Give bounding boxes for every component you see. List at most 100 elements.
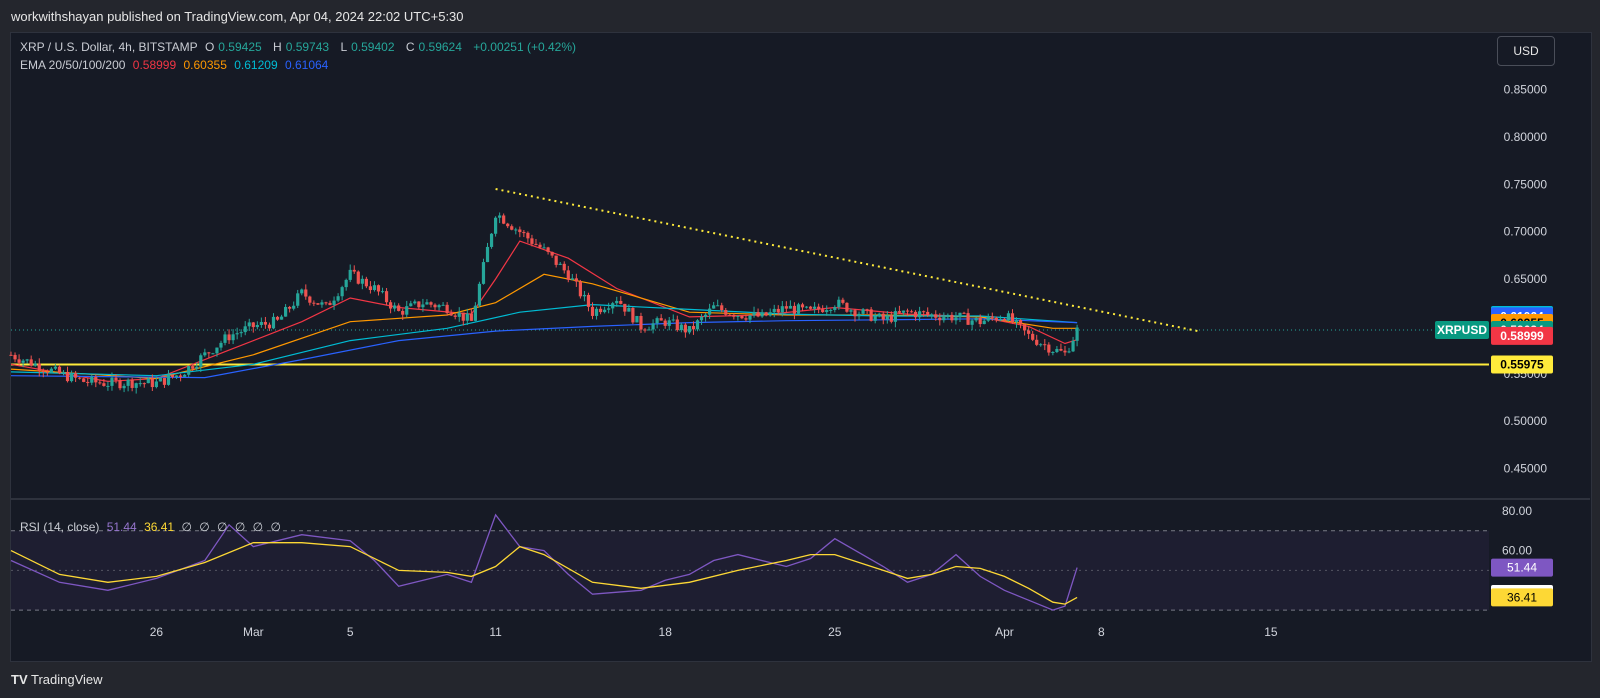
candle-body-222 <box>905 310 910 312</box>
candle-body-58 <box>243 326 247 333</box>
candle-body-83 <box>344 279 348 288</box>
price-axis-tick-7: 0.80000 <box>1504 130 1548 144</box>
candle-body-85 <box>352 269 356 272</box>
candle-body-67 <box>279 316 284 320</box>
ema100-value: 0.61209 <box>234 58 278 72</box>
candle-body-46 <box>195 366 199 369</box>
candle-body-122 <box>502 215 506 224</box>
candle-body-47 <box>199 355 203 367</box>
candle-body-249 <box>1014 319 1019 323</box>
ema-label: EMA 20/50/100/200 <box>20 58 126 72</box>
candle-body-36 <box>154 381 158 388</box>
candle-body-29 <box>126 379 130 386</box>
candle-body-243 <box>990 316 994 318</box>
candle-body-20 <box>90 376 94 383</box>
candle-body-206 <box>841 299 845 303</box>
candle-body-174 <box>712 305 716 309</box>
rsi-label: RSI (14, close) <box>20 520 100 534</box>
candle-body-88 <box>364 278 368 287</box>
candle-body-37 <box>158 377 163 382</box>
candle-body-124 <box>510 226 514 230</box>
candle-body-80 <box>332 300 336 306</box>
candle-body-73 <box>304 289 308 297</box>
candle-body-167 <box>683 324 687 333</box>
symbol-title: XRP / U.S. Dollar, 4h, BITSTAMP <box>20 40 198 54</box>
ema-legend[interactable]: EMA 20/50/100/200 0.58999 0.60355 0.6120… <box>20 58 332 72</box>
candle-body-101 <box>417 301 421 308</box>
price-label-4: 0.58999 <box>1500 329 1544 343</box>
candle-body-157 <box>643 329 647 331</box>
candle-body-202 <box>825 310 829 313</box>
ohlc-low-value: 0.59402 <box>351 40 395 54</box>
candle-body-246 <box>1002 318 1007 321</box>
candle-body-108 <box>445 304 449 314</box>
candle-body-224 <box>913 311 918 318</box>
candle-body-69 <box>288 306 292 309</box>
candle-body-230 <box>938 317 942 321</box>
candle-body-84 <box>348 269 352 280</box>
candle-body-244 <box>994 317 998 321</box>
candle-body-193 <box>788 305 792 309</box>
candle-body-153 <box>627 307 631 312</box>
brand-label: TradingView <box>31 672 103 687</box>
price-axis-tick-1: 0.50000 <box>1504 414 1548 428</box>
candle-body-151 <box>619 300 623 304</box>
candle-body-173 <box>708 308 712 315</box>
candle-body-71 <box>296 293 300 306</box>
candle-body-251 <box>1023 324 1027 331</box>
price-axis-tick-8: 0.85000 <box>1504 82 1548 96</box>
candle-body-22 <box>98 382 102 384</box>
candle-body-55 <box>231 334 235 341</box>
candle-body-13 <box>61 371 66 374</box>
candle-body-62 <box>259 321 263 325</box>
rsi-legend[interactable]: RSI (14, close) 51.44 36.41 ∅ ∅ ∅ ∅ ∅ ∅ <box>20 520 285 534</box>
candle-body-4 <box>25 359 29 361</box>
candle-body-23 <box>102 383 106 386</box>
currency-button[interactable]: USD <box>1497 36 1555 66</box>
candle-body-260 <box>1059 348 1063 351</box>
candle-body-263 <box>1071 340 1075 352</box>
rsi-axis-tick-1: 80.00 <box>1502 504 1532 518</box>
candle-body-175 <box>716 305 720 307</box>
candle-body-233 <box>950 314 954 321</box>
candle-body-109 <box>449 313 453 316</box>
candle-body-42 <box>179 375 183 377</box>
candle-body-231 <box>942 317 946 321</box>
candle-body-141 <box>578 281 582 297</box>
candle-body-14 <box>65 371 70 382</box>
candle-body-59 <box>247 322 251 327</box>
candle-body-34 <box>146 378 150 384</box>
candle-body-12 <box>57 366 62 374</box>
ema-line-1 <box>10 240 1078 383</box>
symbol-tag: XRPUSD <box>1437 323 1487 337</box>
candle-body-135 <box>554 255 558 265</box>
ohlc-high: H 0.59743 <box>273 40 333 54</box>
candle-body-209 <box>853 310 857 317</box>
time-axis-tick-0: 26 <box>150 625 164 639</box>
candle-body-41 <box>174 375 179 378</box>
candle-body-15 <box>69 373 74 382</box>
candle-body-236 <box>962 312 966 314</box>
candle-body-191 <box>780 306 784 313</box>
candle-body-187 <box>764 312 768 316</box>
price-axis-tick-0: 0.45000 <box>1504 462 1548 476</box>
rsi-empty-6: ∅ <box>270 520 281 534</box>
ohlc-high-key: H <box>273 40 282 54</box>
candle-body-130 <box>534 243 538 245</box>
price-axis-tick-5: 0.70000 <box>1504 225 1548 239</box>
candle-body-53 <box>223 334 227 343</box>
candle-body-87 <box>360 278 364 284</box>
time-axis-tick-8: 15 <box>1264 625 1278 639</box>
candle-body-212 <box>865 309 869 311</box>
candle-body-177 <box>724 310 728 315</box>
ema50-value: 0.60355 <box>183 58 227 72</box>
candle-body-248 <box>1010 313 1015 323</box>
candle-body-257 <box>1047 344 1051 353</box>
candle-body-121 <box>498 215 502 218</box>
price-label-bg-4 <box>1491 326 1553 345</box>
rsi-value: 51.44 <box>106 520 137 534</box>
candle-body-129 <box>530 238 534 244</box>
candle-body-131 <box>538 244 542 248</box>
candle-body-152 <box>623 303 627 312</box>
